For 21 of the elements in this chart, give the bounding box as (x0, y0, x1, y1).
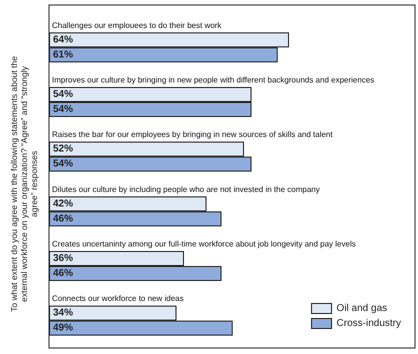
data-label: 61% (53, 49, 74, 60)
data-label: 52% (53, 144, 74, 155)
y-tick-label: Creates uncertaninty among our full-time workforce about job longevity and pay levels (52, 240, 356, 248)
data-label: 46% (53, 268, 74, 279)
y-tick-label: Challenges our emplouees to do their best work (52, 20, 222, 30)
data-label: 54% (53, 89, 74, 100)
data-label: 64% (53, 34, 74, 46)
data-label: 49% (53, 322, 74, 334)
data-label: 54% (53, 104, 74, 115)
y-tick-label: Dilutes our culture by including people who are not invested in the company (52, 184, 320, 194)
y-tick-label: Improves our culture by bringing in new people with different backgrounds and experiences (52, 76, 374, 84)
y-axis-title: To what extent do you agree with the following statements about the external workforce on your organization? “Agree” and “strongly agree” responses (9, 56, 39, 312)
data-label: 34% (53, 308, 74, 319)
y-tick-label: Raises the bar for our employees by bringing in new sources of skills and talent (52, 130, 334, 140)
y-tick-label: Connects our workforce to new ideas (52, 294, 184, 304)
data-label: 46% (53, 213, 74, 224)
data-label: 36% (53, 253, 74, 264)
data-label: 54% (53, 158, 74, 170)
data-label: 42% (53, 198, 74, 210)
legend-label: Oil and gas (336, 303, 388, 314)
legend-label: Cross-industry (336, 318, 402, 329)
